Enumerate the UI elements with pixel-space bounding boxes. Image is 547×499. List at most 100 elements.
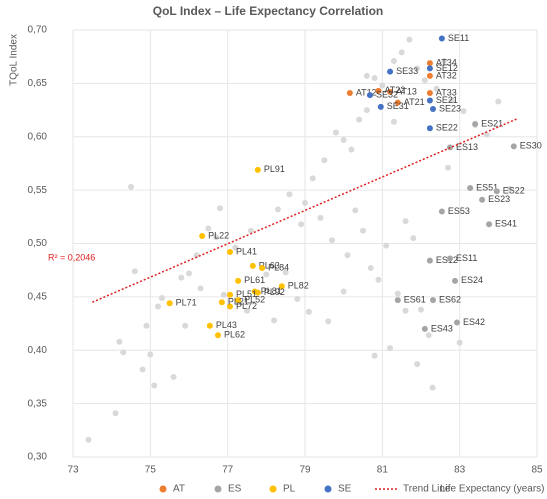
- point-label: SE11: [448, 33, 469, 43]
- point: [426, 125, 433, 132]
- point: [282, 269, 289, 276]
- point: [329, 237, 336, 244]
- legend-label: SE: [338, 484, 352, 495]
- legend-label: Trend Line: [403, 484, 451, 495]
- point: [213, 234, 220, 241]
- y-tick-label: 0,55: [28, 185, 48, 196]
- point: [85, 436, 92, 443]
- point: [447, 255, 453, 262]
- point: [356, 116, 363, 123]
- point: [298, 221, 305, 228]
- point: [402, 307, 409, 314]
- legend-label: PL: [283, 484, 296, 495]
- trend-line: [92, 117, 518, 303]
- point: [426, 60, 433, 67]
- point-label: SE12: [436, 63, 458, 73]
- point-label: PL81: [261, 286, 282, 296]
- point: [460, 108, 467, 115]
- point-label: PL71: [176, 298, 197, 308]
- point: [379, 82, 386, 89]
- point-label: ES13: [456, 142, 478, 152]
- point: [375, 87, 382, 94]
- point: [182, 322, 189, 329]
- point: [344, 252, 351, 259]
- point: [325, 318, 332, 325]
- y-tick-label: 0,30: [28, 452, 48, 463]
- y-tick-label: 0,35: [28, 398, 48, 409]
- y-tick-label: 0,45: [28, 292, 48, 303]
- x-axis-label: Life Expectancy (years): [440, 484, 545, 495]
- x-tick-label: 85: [531, 465, 543, 476]
- point: [244, 307, 250, 314]
- point: [387, 68, 394, 75]
- point: [215, 332, 221, 339]
- point-label: ES12: [436, 255, 458, 265]
- point-label: PL52: [244, 294, 265, 304]
- legend-marker: [159, 485, 167, 493]
- point-label: ES53: [448, 206, 470, 216]
- point: [429, 105, 436, 112]
- point-label: PL22: [208, 230, 229, 240]
- point: [448, 97, 455, 104]
- point: [429, 384, 436, 391]
- point: [371, 75, 378, 82]
- point: [278, 283, 285, 290]
- point: [486, 221, 493, 228]
- point-label: PL91: [264, 164, 285, 174]
- point: [394, 297, 401, 304]
- point: [394, 290, 401, 297]
- point: [438, 35, 445, 42]
- point: [302, 199, 308, 206]
- point: [235, 297, 242, 304]
- point-label: PL51: [236, 289, 257, 299]
- point-label: SE22: [436, 123, 458, 133]
- y-tick-label: 0,50: [28, 238, 48, 249]
- y-tick-label: 0,40: [28, 345, 48, 356]
- point-label: PL63: [259, 260, 280, 270]
- point: [414, 361, 421, 368]
- point: [197, 285, 204, 292]
- y-tick-label: 0,60: [28, 131, 48, 142]
- point: [406, 36, 413, 43]
- point: [387, 345, 394, 352]
- point-label: SE32: [376, 89, 398, 99]
- r-squared: R² = 0,2046: [48, 252, 95, 262]
- point: [226, 291, 233, 298]
- point: [235, 277, 242, 284]
- point: [178, 274, 185, 281]
- legend-label: ES: [228, 484, 242, 495]
- point: [390, 57, 397, 64]
- point: [390, 118, 397, 125]
- point-label: AT33: [436, 87, 457, 97]
- point: [305, 308, 312, 315]
- point-label: PL72: [236, 301, 257, 311]
- legend-marker: [214, 485, 222, 493]
- point: [421, 325, 428, 332]
- point: [366, 92, 373, 99]
- y-axis-label: TQoL Index: [9, 34, 20, 86]
- point: [249, 262, 256, 269]
- point: [441, 57, 448, 64]
- point: [371, 352, 378, 359]
- point: [377, 103, 384, 110]
- point: [472, 120, 479, 127]
- point-label: ES61: [404, 294, 426, 304]
- x-tick-label: 81: [377, 465, 389, 476]
- point: [426, 257, 433, 264]
- point: [254, 289, 261, 296]
- point-label: PL92: [264, 287, 285, 297]
- point: [483, 131, 490, 138]
- point: [421, 77, 428, 84]
- point: [367, 265, 374, 272]
- point: [116, 338, 123, 345]
- point: [426, 97, 433, 104]
- point: [218, 299, 225, 306]
- point-label: ES41: [495, 219, 517, 229]
- point: [414, 65, 421, 72]
- point: [158, 294, 165, 301]
- point-label: PL61: [244, 275, 265, 285]
- point: [170, 373, 177, 380]
- point: [426, 89, 433, 96]
- point-label: AT32: [436, 70, 457, 80]
